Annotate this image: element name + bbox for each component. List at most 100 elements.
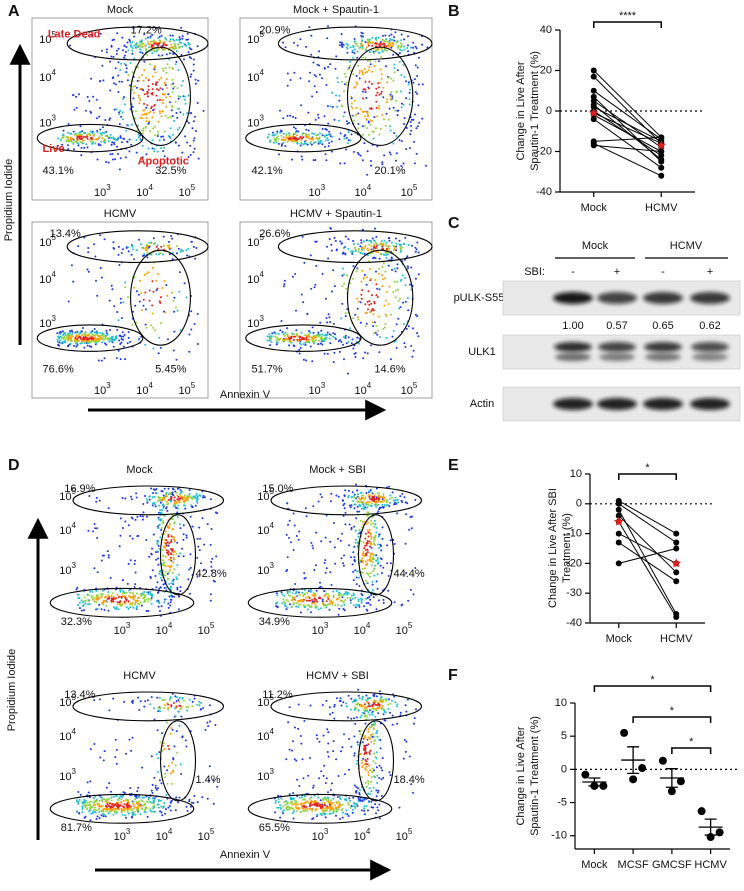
event-dot	[140, 292, 143, 295]
event-dot	[169, 101, 171, 104]
event-dot	[421, 43, 424, 46]
x-tick-label: 105	[396, 621, 413, 637]
event-dot	[169, 127, 172, 130]
event-dot	[381, 503, 384, 506]
event-dot	[87, 132, 89, 135]
event-dot	[389, 153, 392, 156]
event-dot	[283, 285, 285, 288]
event-dot	[373, 538, 376, 541]
event-dot	[128, 801, 130, 804]
event-dot	[154, 125, 157, 128]
event-dot	[395, 99, 398, 102]
event-dot	[301, 600, 304, 603]
event-dot	[185, 536, 188, 539]
plot-frame	[239, 221, 433, 399]
event-dot	[376, 587, 379, 590]
event-dot	[56, 338, 59, 341]
event-dot	[180, 706, 183, 709]
event-dot	[305, 359, 308, 362]
event-dot	[326, 352, 329, 355]
event-dot	[390, 256, 393, 259]
event-dot	[173, 296, 176, 299]
event-dot	[352, 56, 354, 59]
event-dot	[130, 253, 133, 256]
event-dot	[167, 135, 170, 137]
event-dot	[323, 764, 326, 767]
gate-percent: 81.7%	[61, 822, 92, 834]
event-dot	[145, 243, 148, 246]
event-dot	[302, 343, 305, 346]
event-dot	[358, 498, 361, 501]
event-dot	[123, 96, 125, 99]
event-dot	[375, 526, 378, 529]
event-dot	[364, 115, 367, 118]
event-dot	[413, 717, 416, 720]
event-dot	[136, 535, 139, 538]
event-dot	[357, 64, 359, 67]
event-dot	[120, 335, 123, 338]
event-dot	[343, 137, 346, 140]
y-tick-label-exp: 4	[72, 727, 77, 736]
event-dot	[365, 283, 368, 286]
event-dot	[146, 515, 148, 518]
event-dot	[309, 142, 312, 145]
event-dot	[170, 727, 172, 729]
event-dot	[131, 602, 134, 605]
event-dot	[395, 323, 398, 326]
event-dot	[114, 738, 117, 741]
event-dot	[368, 41, 371, 44]
event-dot	[298, 530, 301, 533]
event-dot	[319, 812, 322, 815]
gate	[346, 249, 414, 346]
event-dot	[71, 335, 74, 338]
event-dot	[379, 696, 382, 699]
event-dot	[109, 89, 112, 92]
event-dot	[160, 322, 162, 325]
event-dot	[408, 98, 411, 101]
event-dot	[393, 543, 396, 545]
event-dot	[368, 540, 371, 543]
event-dot	[340, 43, 343, 46]
event-dot	[176, 541, 179, 544]
event-dot	[381, 113, 384, 116]
event-dot	[306, 608, 309, 611]
event-dot	[163, 498, 166, 501]
event-dot	[147, 271, 150, 274]
event-dot	[318, 132, 321, 135]
event-dot	[370, 241, 373, 244]
event-dot	[192, 58, 195, 61]
event-dot	[129, 62, 132, 64]
event-dot	[131, 537, 134, 540]
event-dot	[98, 135, 101, 138]
x-tick-label-exp: 5	[413, 183, 418, 192]
event-dot	[159, 112, 161, 115]
x-tick-label: 104	[136, 183, 153, 199]
event-dot	[359, 251, 362, 254]
event-dot	[142, 127, 145, 130]
event-dot	[115, 606, 118, 609]
event-dot	[410, 129, 413, 132]
event-dot	[370, 523, 372, 526]
event-dot	[325, 159, 328, 162]
event-dot	[352, 594, 355, 597]
event-dot	[377, 107, 380, 110]
event-dot	[382, 247, 384, 250]
event-dot	[347, 489, 350, 492]
event-dot	[93, 806, 96, 809]
event-dot	[355, 483, 357, 486]
event-dot	[161, 749, 164, 752]
event-dot	[381, 285, 384, 288]
event-dot	[359, 716, 362, 719]
event-dot	[147, 610, 150, 612]
event-dot	[152, 326, 155, 329]
event-dot	[361, 289, 364, 292]
event-dot	[161, 287, 164, 289]
event-dot	[402, 162, 405, 165]
event-dot	[328, 130, 331, 133]
event-dot	[148, 555, 151, 558]
event-dot	[187, 51, 190, 54]
event-dot	[156, 44, 159, 47]
event-dot	[366, 551, 369, 554]
event-dot	[117, 808, 120, 811]
event-dot	[133, 286, 136, 289]
